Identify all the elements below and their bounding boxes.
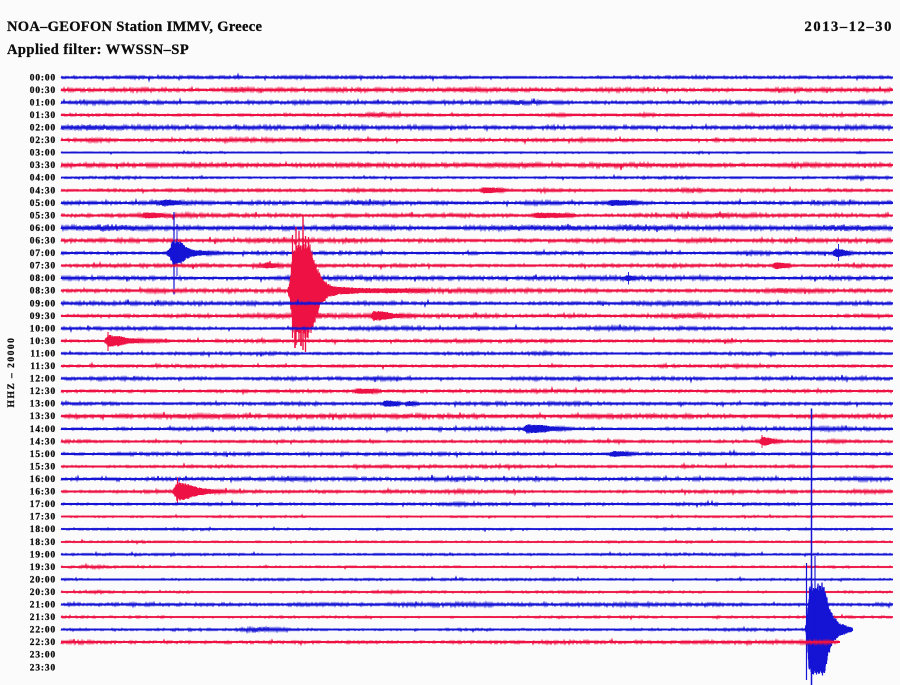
svg-text:Applied filter: WWSSN–SP: Applied filter: WWSSN–SP xyxy=(7,42,189,58)
svg-text:04:00: 04:00 xyxy=(30,174,56,184)
svg-text:23:30: 23:30 xyxy=(30,663,56,673)
svg-text:08:30: 08:30 xyxy=(30,287,56,297)
svg-text:07:00: 07:00 xyxy=(30,249,56,259)
svg-text:21:30: 21:30 xyxy=(30,613,56,623)
svg-text:08:00: 08:00 xyxy=(30,274,56,284)
svg-text:00:30: 00:30 xyxy=(30,86,56,96)
svg-text:19:30: 19:30 xyxy=(30,563,56,573)
svg-text:09:00: 09:00 xyxy=(30,299,56,309)
svg-text:17:00: 17:00 xyxy=(30,500,56,510)
svg-text:04:30: 04:30 xyxy=(30,186,56,196)
svg-text:18:00: 18:00 xyxy=(30,525,56,535)
svg-text:06:30: 06:30 xyxy=(30,237,56,247)
svg-text:01:30: 01:30 xyxy=(30,111,56,121)
svg-text:20:30: 20:30 xyxy=(30,588,56,598)
svg-text:01:00: 01:00 xyxy=(30,98,56,108)
svg-text:07:30: 07:30 xyxy=(30,262,56,272)
svg-text:17:30: 17:30 xyxy=(30,513,56,523)
svg-text:NOA–GEOFON Station IMMV, Greec: NOA–GEOFON Station IMMV, Greece xyxy=(7,19,262,35)
svg-text:22:00: 22:00 xyxy=(30,626,56,636)
svg-text:10:30: 10:30 xyxy=(30,337,56,347)
svg-text:22:30: 22:30 xyxy=(30,638,56,648)
svg-text:11:30: 11:30 xyxy=(30,362,56,372)
svg-text:21:00: 21:00 xyxy=(30,601,56,611)
svg-text:13:00: 13:00 xyxy=(30,400,56,410)
svg-text:HHZ – 20000: HHZ – 20000 xyxy=(7,337,17,408)
svg-text:03:30: 03:30 xyxy=(30,161,56,171)
svg-text:00:00: 00:00 xyxy=(30,73,56,83)
svg-text:02:00: 02:00 xyxy=(30,124,56,134)
svg-text:05:30: 05:30 xyxy=(30,211,56,221)
svg-text:10:00: 10:00 xyxy=(30,324,56,334)
svg-text:14:30: 14:30 xyxy=(30,437,56,447)
svg-text:16:30: 16:30 xyxy=(30,488,56,498)
svg-text:12:00: 12:00 xyxy=(30,375,56,385)
svg-text:11:00: 11:00 xyxy=(30,350,56,360)
svg-text:05:00: 05:00 xyxy=(30,199,56,209)
svg-text:19:00: 19:00 xyxy=(30,550,56,560)
svg-text:14:00: 14:00 xyxy=(30,425,56,435)
svg-text:13:30: 13:30 xyxy=(30,412,56,422)
svg-text:09:30: 09:30 xyxy=(30,312,56,322)
svg-text:02:30: 02:30 xyxy=(30,136,56,146)
svg-text:06:00: 06:00 xyxy=(30,224,56,234)
svg-text:15:30: 15:30 xyxy=(30,462,56,472)
svg-text:20:00: 20:00 xyxy=(30,575,56,585)
svg-text:23:00: 23:00 xyxy=(30,651,56,661)
svg-text:03:00: 03:00 xyxy=(30,149,56,159)
svg-text:16:00: 16:00 xyxy=(30,475,56,485)
svg-text:12:30: 12:30 xyxy=(30,387,56,397)
svg-text:2013–12–30: 2013–12–30 xyxy=(805,19,894,35)
svg-text:15:00: 15:00 xyxy=(30,450,56,460)
svg-text:18:30: 18:30 xyxy=(30,538,56,548)
